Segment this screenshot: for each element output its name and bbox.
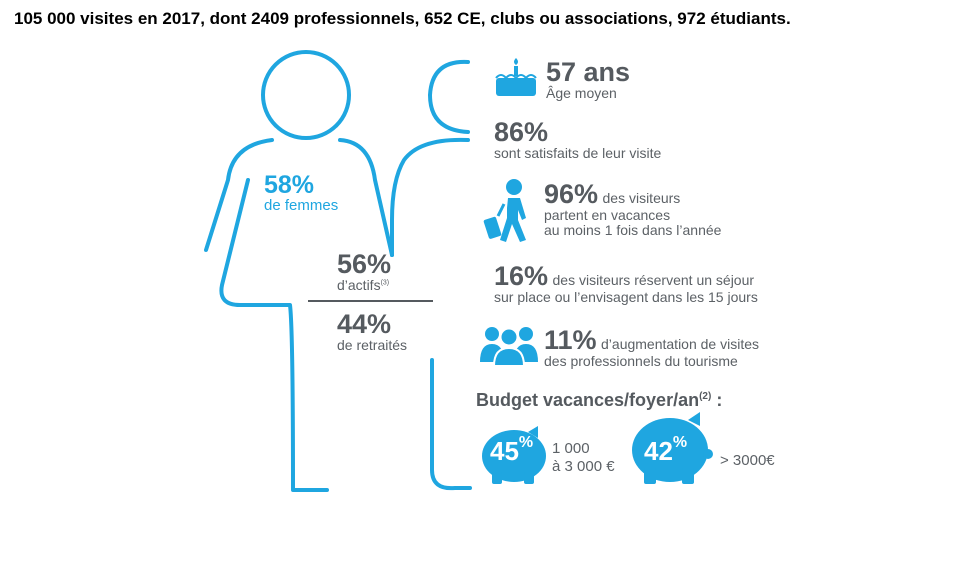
budget-item-2-percent: 42% [644,434,688,467]
sejour-line2: sur place ou l’envisagent dans les 15 jo… [494,289,758,306]
actifs-stat: 56% d’actifs(3) [337,250,391,293]
women-stat: 58% de femmes [264,172,338,214]
retraites-label: de retraités [337,337,408,354]
headline: 105 000 visites en 2017, dont 2409 profe… [14,9,791,28]
man-silhouette-icon [390,59,472,491]
budget-item-1-range: 1 000 à 3 000 € [552,440,615,476]
satisfaction-stat: 86% sont satisfaits de leur visite [494,118,661,161]
age-value: 57 ans [546,57,631,87]
group-icon [480,327,538,366]
women-label: de femmes [264,197,339,215]
piggy-bank-icon [482,426,546,484]
women-value: 58% [264,171,315,199]
cake-icon [495,58,537,96]
budget-item-2-range1: > 3000€ [720,452,775,469]
budget-item-2-num: 42 [644,436,673,466]
vacances-line2: partent en vacances [544,207,671,224]
budget-title: Budget vacances/foyer/an [476,390,700,410]
traveler-icon [483,179,526,242]
budget-item-1-pct: % [518,434,534,451]
satisfaction-label: sont satisfaits de leur visite [494,145,662,162]
actifs-value: 56% [337,249,392,279]
vacances-line3: au moins 1 fois dans l’année [544,222,722,239]
age-label: Âge moyen [546,85,617,102]
woman-silhouette-icon [204,50,394,492]
pros-line2: des professionnels du tourisme [544,353,738,370]
pros-stat: 11% d’augmentation de visites des profes… [544,326,759,369]
pros-value: 11% [544,325,597,355]
budget-colon: : [711,390,723,410]
retraites-value: 44% [337,309,392,339]
budget-item-1-range2: à 3 000 € [552,458,615,475]
vacances-line1: des visiteurs [602,190,681,206]
budget-item-1-percent: 45% [490,434,534,467]
budget-item-1-num: 45 [490,436,519,466]
actifs-label: d’actifs [337,277,381,294]
pros-line1: d’augmentation de visites [601,336,760,352]
satisfaction-value: 86% [494,117,549,147]
piggy-bank-icon [632,412,713,484]
budget-title-row: Budget vacances/foyer/an(2) : [476,390,722,411]
vacances-value: 96% [544,179,599,209]
retraites-stat: 44% de retraités [337,310,407,353]
sejour-value: 16% [494,261,549,291]
vacances-stat: 96% des visiteurs partent en vacances au… [544,180,721,238]
actifs-note: (3) [380,279,390,287]
sejour-line1: des visiteurs réservent un séjour [552,272,755,288]
sejour-stat: 16% des visiteurs réservent un séjour su… [494,262,758,305]
budget-item-1-range1: 1 000 [552,440,590,457]
age-stat: 57 ans Âge moyen [546,58,630,101]
budget-note: (2) [699,391,712,402]
budget-item-2-pct: % [672,434,688,451]
